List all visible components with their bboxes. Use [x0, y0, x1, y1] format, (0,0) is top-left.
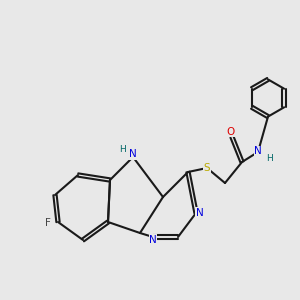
Text: N: N	[128, 149, 136, 159]
Text: H: H	[119, 145, 126, 154]
Text: F: F	[46, 218, 51, 228]
Text: N: N	[254, 146, 262, 156]
Text: N: N	[149, 235, 157, 245]
Text: S: S	[204, 163, 210, 173]
Text: N: N	[196, 208, 203, 218]
Text: O: O	[226, 127, 235, 137]
Text: H: H	[266, 154, 273, 163]
